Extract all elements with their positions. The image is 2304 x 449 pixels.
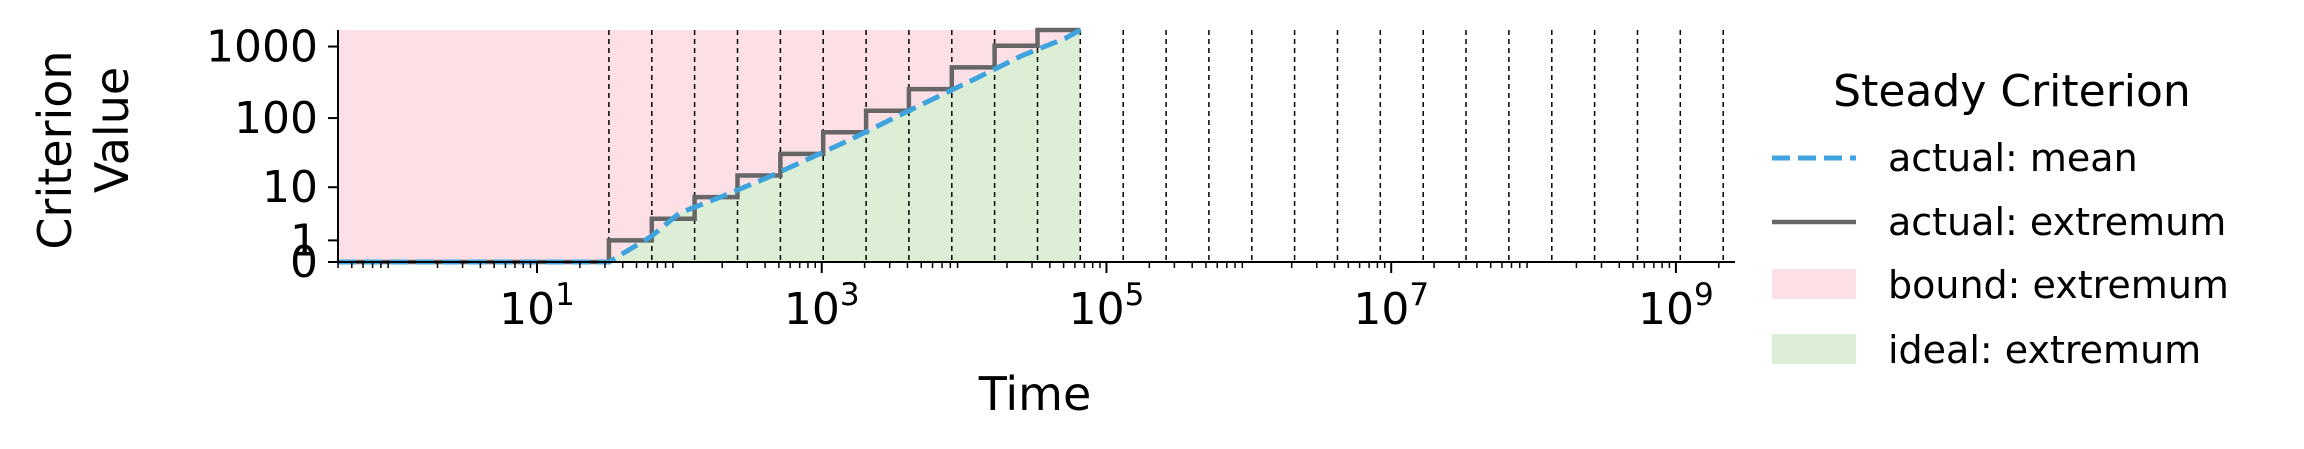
series-actual-extremum-line <box>338 27 1081 265</box>
legend-swatch-ideal-extremum <box>1772 334 1856 364</box>
y-axis-title-line-1: Criterion <box>28 50 82 249</box>
x-tick-label: 109 <box>1638 277 1714 335</box>
legend-swatch-bound-extremum <box>1772 269 1856 299</box>
y-tick-label: 1000 <box>206 22 318 73</box>
x-tick-label: 103 <box>784 277 860 335</box>
y-axis-title-line-2: Value <box>85 67 139 193</box>
legend-label-bound-extremum: bound: extremum <box>1888 263 2229 307</box>
y-tick-label: 10 <box>262 162 318 213</box>
legend-label-ideal-extremum: ideal: extremum <box>1888 328 2201 372</box>
x-tick-label: 107 <box>1353 277 1429 335</box>
legend-title: Steady Criterion <box>1833 66 2191 117</box>
legend-label-actual-mean: actual: mean <box>1888 136 2138 180</box>
x-tick-label: 101 <box>499 277 575 335</box>
plot-area <box>338 27 1724 265</box>
legend-label-actual-extremum: actual: extremum <box>1888 200 2226 244</box>
legend: Steady Criterion actual: mean actual: ext… <box>1772 66 2229 372</box>
y-tick-label: 1 <box>290 215 318 266</box>
y-tick-label: 100 <box>234 93 318 144</box>
x-tick-label: 105 <box>1069 277 1145 335</box>
band-ideal-extremum <box>608 30 1081 262</box>
series-actual-mean-line <box>338 27 1082 265</box>
x-axis-title: Time <box>978 367 1092 421</box>
y-tick-label: 0 <box>290 237 318 288</box>
